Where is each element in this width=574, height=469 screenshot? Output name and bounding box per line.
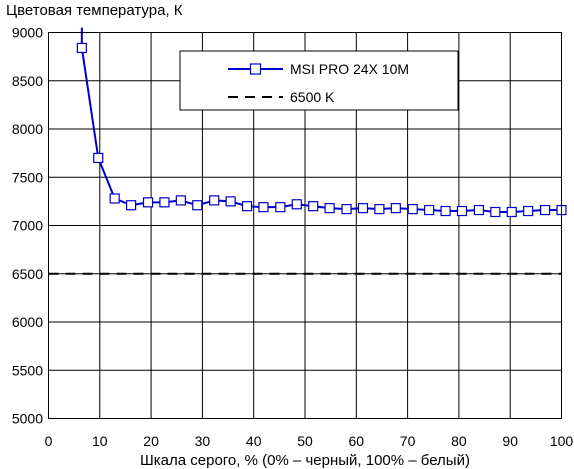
legend-box <box>179 50 459 111</box>
y-tick-label: 6000 <box>12 314 43 330</box>
data-point <box>374 203 385 215</box>
data-point <box>324 203 335 214</box>
data-point <box>357 203 369 214</box>
data-point <box>93 152 104 164</box>
series-markers-msi <box>76 42 567 218</box>
data-point <box>341 203 352 215</box>
y-tick-label: 5000 <box>12 411 43 427</box>
x-tick-label: 40 <box>246 433 262 449</box>
data-point <box>506 206 517 218</box>
data-point <box>440 205 451 217</box>
data-point <box>192 200 203 211</box>
x-tick-label: 60 <box>349 433 365 449</box>
data-point <box>142 197 154 208</box>
x-tick-label: 80 <box>451 433 467 449</box>
legend-marker-msi <box>249 63 262 75</box>
x-tick-label: 0 <box>45 433 53 449</box>
data-point <box>209 195 220 206</box>
y-tick-label: 7500 <box>12 169 43 185</box>
x-tick-label: 50 <box>297 433 313 449</box>
x-tick-label: 30 <box>195 433 211 449</box>
y-tick-label: 8500 <box>12 73 43 89</box>
data-point <box>275 202 286 213</box>
data-point <box>225 196 236 207</box>
y-tick-labels: 5000 5500 6000 6500 7000 7500 8000 8500 9000 <box>12 25 43 427</box>
data-point <box>109 193 120 204</box>
data-point <box>424 204 435 216</box>
legend-label-msi: MSI PRO 24X 10M <box>290 61 409 77</box>
y-tick-label: 6500 <box>12 266 43 282</box>
y-tick-label: 9000 <box>12 25 43 41</box>
x-tick-label: 20 <box>143 433 159 449</box>
data-point <box>175 195 186 206</box>
data-point <box>125 200 137 211</box>
data-point <box>291 199 302 210</box>
data-point <box>490 206 501 218</box>
x-tick-labels: 0 10 20 30 40 50 60 70 80 90 100 <box>45 433 574 449</box>
y-tick-label: 5500 <box>12 362 43 378</box>
data-point <box>258 202 269 213</box>
data-point <box>76 42 87 54</box>
data-point <box>390 203 401 214</box>
y-tick-label: 8000 <box>12 121 43 137</box>
legend-label-6500k: 6500 K <box>290 89 335 105</box>
data-point <box>159 197 170 208</box>
y-axis-title: Цветовая температура, К <box>6 2 183 19</box>
x-tick-label: 10 <box>92 433 108 449</box>
data-point <box>407 203 418 215</box>
data-point <box>473 204 485 216</box>
y-tick-label: 7000 <box>12 218 43 234</box>
x-tick-label: 90 <box>502 433 518 449</box>
legend: MSI PRO 24X 10M 6500 K <box>179 50 459 111</box>
data-point <box>456 205 468 217</box>
x-axis-title: Шкала серого, % (0% – черный, 100% – бел… <box>140 452 470 469</box>
data-point <box>308 201 319 212</box>
data-point <box>523 205 534 217</box>
data-point <box>241 201 253 212</box>
x-tick-label: 70 <box>400 433 416 449</box>
data-point <box>539 204 551 216</box>
x-tick-label: 100 <box>550 433 574 449</box>
plot-border <box>48 32 562 419</box>
